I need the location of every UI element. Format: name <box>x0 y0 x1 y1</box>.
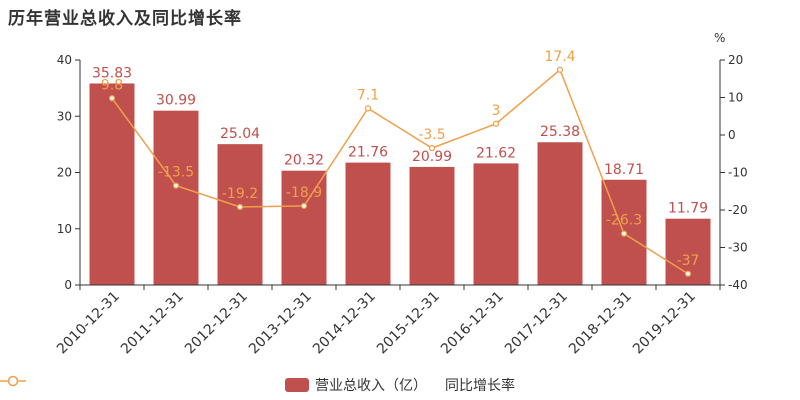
bar <box>409 166 455 285</box>
right-tick-label: 10 <box>728 91 743 105</box>
bar-series <box>89 83 711 286</box>
x-tick-label: 2018-12-31 <box>566 289 635 358</box>
legend-label-growth: 同比增长率 <box>445 378 515 394</box>
growth-value-label: -13.5 <box>158 165 194 181</box>
growth-value-label: -3.5 <box>418 127 445 143</box>
left-tick-label: 40 <box>57 53 72 67</box>
growth-point <box>620 230 628 237</box>
chart-title: 历年营业总收入及同比增长率 <box>8 9 242 29</box>
left-tick-label: 30 <box>57 109 72 123</box>
bar <box>153 110 199 286</box>
right-axis: -40 -30 -20 -10 0 10 20% <box>714 31 748 292</box>
right-tick-label: -10 <box>728 166 748 180</box>
right-axis-unit: % <box>714 31 725 45</box>
growth-value-label: 9.8 <box>101 77 123 93</box>
growth-point <box>428 145 436 152</box>
right-tick-label: -20 <box>728 203 748 217</box>
bar-value-label: 20.32 <box>284 153 324 169</box>
bar <box>537 142 583 285</box>
bar <box>281 170 327 285</box>
growth-value-label: 3 <box>492 103 501 119</box>
left-axis: 0 10 20 30 40 <box>57 53 81 292</box>
legend-bar-swatch <box>285 378 309 392</box>
growth-point <box>236 203 244 211</box>
growth-value-label: -18.9 <box>286 185 322 201</box>
bar-value-label: 20.99 <box>412 149 452 165</box>
x-tick-label: 2011-12-31 <box>118 289 187 358</box>
left-tick-label: 10 <box>57 222 72 236</box>
right-tick-label: -40 <box>728 278 748 292</box>
right-tick-label: 20 <box>728 53 743 67</box>
x-tick-label: 2019-12-31 <box>630 289 699 358</box>
x-tick-label: 2010-12-31 <box>54 289 123 358</box>
bar-labels: 35.83 30.99 25.04 20.32 21.76 20.99 21.62 25.38… <box>92 65 708 216</box>
line-labels: 9.8 -13.5 -19.2 -18.9 7.1 -3.5 3 17.4 -26.3 -37 <box>101 49 700 269</box>
growth-value-label: -26.3 <box>606 213 642 229</box>
growth-value-label: -37 <box>677 253 700 269</box>
x-tick-label: 2017-12-31 <box>502 289 571 358</box>
x-tick-label: 2013-12-31 <box>246 289 315 358</box>
legend-line-swatch <box>0 375 26 387</box>
legend-item-revenue[interactable]: 营业总收入（亿） <box>285 375 427 395</box>
bar-value-label: 11.79 <box>668 201 708 217</box>
growth-point <box>172 182 180 189</box>
bar-value-label: 21.76 <box>348 145 388 161</box>
bar <box>345 162 391 285</box>
left-tick-label: 20 <box>57 166 72 180</box>
bar <box>89 83 135 285</box>
x-tick-label: 2012-12-31 <box>182 289 251 358</box>
growth-point <box>492 120 500 127</box>
bar <box>217 144 263 285</box>
x-tick-label: 2014-12-31 <box>310 289 379 358</box>
right-tick-label: -30 <box>728 241 748 255</box>
x-tick-label: 2015-12-31 <box>374 289 443 358</box>
growth-point <box>556 66 564 73</box>
bar-value-label: 35.83 <box>92 65 132 81</box>
bar-value-label: 25.38 <box>540 124 580 140</box>
bar-value-label: 21.62 <box>476 145 516 161</box>
growth-line <box>111 68 689 275</box>
left-tick-label: 0 <box>64 278 72 292</box>
bar-value-label: 18.71 <box>604 162 644 178</box>
line-series <box>108 66 692 277</box>
growth-point <box>108 95 116 102</box>
growth-point <box>300 202 308 209</box>
growth-value-label: 17.4 <box>544 49 575 65</box>
x-axis: 2010-12-312011-12-312012-12-312013-12-31… <box>54 284 721 358</box>
growth-value-label: -19.2 <box>222 186 258 202</box>
x-tick-label: 2016-12-31 <box>438 289 507 358</box>
bar <box>473 163 519 285</box>
legend-item-growth[interactable]: 同比增长率 <box>0 375 515 395</box>
legend-label-revenue: 营业总收入（亿） <box>315 378 427 394</box>
bar-value-label: 30.99 <box>156 93 196 109</box>
growth-point <box>364 105 372 112</box>
right-tick-label: 0 <box>728 128 736 142</box>
legend: 营业总收入（亿） 同比增长率 <box>0 374 800 396</box>
growth-point <box>684 270 692 277</box>
growth-value-label: 7.1 <box>357 87 379 103</box>
bar-value-label: 25.04 <box>220 126 260 142</box>
